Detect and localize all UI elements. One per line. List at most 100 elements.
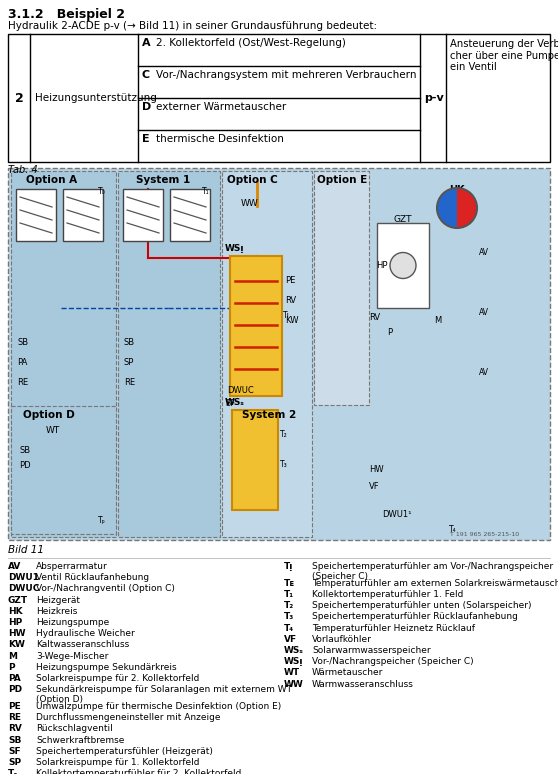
Text: WSᴉ: WSᴉ (284, 657, 304, 666)
Text: HK: HK (8, 607, 23, 616)
Text: Speichertemperaturfühler Rücklaufanhebung: Speichertemperaturfühler Rücklaufanhebun… (312, 612, 518, 622)
Text: WT: WT (46, 426, 60, 435)
Text: VF: VF (284, 635, 297, 644)
Text: PE: PE (285, 276, 295, 285)
Text: Solarwarmwasserspeicher: Solarwarmwasserspeicher (312, 646, 431, 655)
Text: Option C: Option C (227, 175, 278, 185)
Text: (Option D): (Option D) (36, 695, 83, 704)
Bar (123, 189, 163, 241)
Text: T 191 965 265-215-10: T 191 965 265-215-10 (450, 532, 519, 537)
Text: PD: PD (19, 461, 31, 470)
Text: RV: RV (285, 296, 296, 305)
Text: Durchflussmengeneinsteller mit Anzeige: Durchflussmengeneinsteller mit Anzeige (36, 713, 220, 722)
Text: RE: RE (124, 378, 135, 387)
Text: DWU1¹: DWU1¹ (382, 510, 411, 519)
Bar (314, 171, 369, 405)
Text: SB: SB (8, 735, 21, 745)
Bar (16, 189, 56, 241)
Bar (8, 168, 550, 540)
Text: T₁: T₁ (284, 590, 294, 599)
Text: System 1: System 1 (136, 175, 190, 185)
Text: D: D (142, 102, 151, 112)
Text: 2: 2 (15, 91, 23, 104)
Text: AV: AV (479, 248, 489, 257)
Text: SF: SF (225, 399, 235, 408)
Bar (230, 256, 282, 396)
Text: P: P (8, 663, 15, 672)
Text: Temperaturfühler am externen Solarkreiswärmetauscher: Temperaturfühler am externen Solarkreisw… (312, 579, 558, 587)
Text: Tₚ: Tₚ (98, 516, 106, 525)
Text: Vorlaufköhler: Vorlaufköhler (312, 635, 372, 644)
Text: VF: VF (369, 482, 379, 491)
Text: Rückschlagventil: Rückschlagventil (36, 724, 113, 734)
Text: HW: HW (369, 465, 384, 474)
Text: P: P (387, 328, 392, 337)
Text: Temperaturfühler Heiznetz Rücklauf: Temperaturfühler Heiznetz Rücklauf (312, 624, 475, 632)
Text: Kaltwasseranschluss: Kaltwasseranschluss (36, 640, 129, 649)
Text: Speichertemperaturfühler unten (Solarspeicher): Speichertemperaturfühler unten (Solarspe… (312, 601, 532, 610)
Text: M: M (8, 652, 17, 660)
Text: T₄: T₄ (284, 624, 294, 632)
Text: Warmwasseranschluss: Warmwasseranschluss (312, 680, 414, 689)
Text: Option A: Option A (26, 175, 77, 185)
Text: SP: SP (124, 358, 134, 367)
Text: 3.1.2   Beispiel 2: 3.1.2 Beispiel 2 (8, 8, 125, 21)
Text: Tᴉ: Tᴉ (283, 311, 290, 320)
Text: KW: KW (8, 640, 25, 649)
Bar (222, 171, 312, 537)
Text: SB: SB (124, 338, 135, 347)
Text: Absperrarmatur: Absperrarmatur (36, 562, 108, 571)
Text: PA: PA (17, 358, 27, 367)
Text: System 2: System 2 (242, 410, 296, 420)
Text: WW: WW (284, 680, 304, 689)
Text: RV: RV (369, 313, 380, 322)
Text: Tᴇ: Tᴇ (284, 579, 295, 587)
Text: RV: RV (8, 724, 22, 734)
Text: AV: AV (8, 562, 21, 571)
Text: externer Wärmetauscher: externer Wärmetauscher (156, 102, 286, 112)
Text: T₃: T₃ (280, 460, 288, 469)
Text: HW: HW (8, 629, 26, 639)
Bar (8, 34, 550, 162)
Text: Wärmetauscher: Wärmetauscher (312, 669, 383, 677)
Text: Vor-/Nachrangventil (Option C): Vor-/Nachrangventil (Option C) (36, 584, 175, 594)
Bar (232, 410, 278, 510)
Text: T₄: T₄ (449, 525, 456, 534)
Text: Option E: Option E (317, 175, 367, 185)
Text: GZT: GZT (8, 596, 28, 604)
Text: Solarkreispumpe für 2. Kollektorfeld: Solarkreispumpe für 2. Kollektorfeld (36, 674, 199, 683)
Text: WSᴉ: WSᴉ (225, 244, 244, 253)
Text: thermische Desinfektion: thermische Desinfektion (156, 134, 284, 144)
Text: RE: RE (17, 378, 28, 387)
Text: Umwälzpumpe für thermische Desinfektion (Option E): Umwälzpumpe für thermische Desinfektion … (36, 702, 281, 711)
Bar (63, 189, 103, 241)
Text: WSₛ: WSₛ (284, 646, 304, 655)
Text: E: E (142, 134, 150, 144)
Text: WT: WT (284, 669, 300, 677)
Text: Speichertemperaturfühler am Vor-/Nachrangspeicher: Speichertemperaturfühler am Vor-/Nachran… (312, 562, 553, 571)
Text: Kollektortemperaturfühler für 2. Kollektorfeld: Kollektortemperaturfühler für 2. Kollekt… (36, 769, 242, 774)
Text: T₁: T₁ (202, 187, 210, 196)
Text: Option D: Option D (23, 410, 75, 420)
Text: SP: SP (8, 758, 21, 767)
Text: 2. Kollektorfeld (Ost/West-Regelung): 2. Kollektorfeld (Ost/West-Regelung) (156, 38, 346, 48)
Text: HK: HK (449, 185, 465, 195)
Text: Hydraulische Weicher: Hydraulische Weicher (36, 629, 134, 639)
Text: Vor-/Nachrangspeicher (Speicher C): Vor-/Nachrangspeicher (Speicher C) (312, 657, 474, 666)
Bar (118, 171, 220, 537)
Text: WW: WW (241, 199, 259, 208)
Text: Ventil Rücklaufanhebung: Ventil Rücklaufanhebung (36, 574, 149, 582)
Text: Heizungspumpe Sekundärkreis: Heizungspumpe Sekundärkreis (36, 663, 177, 672)
Bar (11, 406, 116, 534)
Text: Heizungsunterstützung: Heizungsunterstützung (35, 93, 157, 103)
Text: 3-Wege-Mischer: 3-Wege-Mischer (36, 652, 108, 660)
Text: SB: SB (17, 338, 28, 347)
Text: DWUC: DWUC (227, 386, 254, 395)
Text: A: A (142, 38, 151, 48)
Text: (Speicher C): (Speicher C) (312, 572, 368, 580)
Text: Tᴉ: Tᴉ (284, 562, 294, 571)
Text: Tab. 4: Tab. 4 (8, 165, 38, 175)
Text: Ansteuerung der Verbrau-
cher über eine Pumpe und
ein Ventil: Ansteuerung der Verbrau- cher über eine … (450, 39, 558, 72)
Text: M: M (434, 316, 441, 325)
Text: KW: KW (285, 316, 299, 325)
